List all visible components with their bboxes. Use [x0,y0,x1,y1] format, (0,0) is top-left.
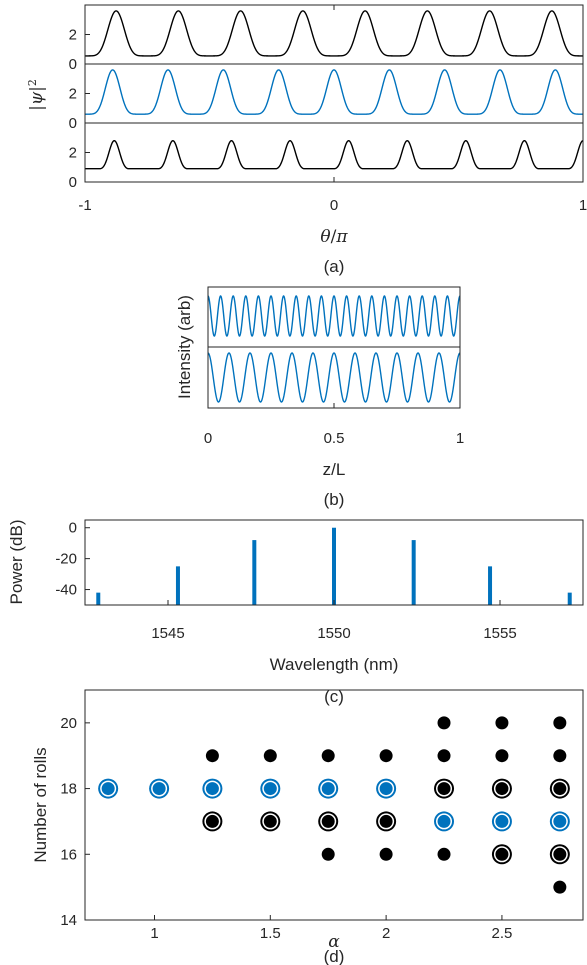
panel-c-xtick-label: 1545 [151,625,184,642]
panel-d-point-ring-core [553,847,567,861]
panel-b-curve-1 [207,295,461,337]
panel-c-bar [567,592,572,605]
panel-d-point-ring-core [205,782,219,796]
panel-d-point-ring-core [379,814,393,828]
panel-b-xtick-label: 0.5 [324,430,345,447]
panel-a-xtick-label: 0 [330,197,338,214]
panel-b-label: (b) [324,490,345,509]
panel-d-point-ring-core [437,782,451,796]
panel-d-point-ring-core [553,782,567,796]
panel-d-xlabel: α [328,932,340,952]
panel-c-bar [175,566,180,605]
panel-a-ylabel: |ψ|2 [26,79,48,111]
panel-d-xtick-label: 1.5 [260,925,281,942]
panel-d-point-ring-core [205,814,219,828]
panel-a-ytick-label: 0 [69,56,77,73]
panel-a-xlabel: θ/π [320,227,348,247]
panel-b-xtick-label: 1 [456,430,464,447]
panel-d-point-filled [321,749,335,763]
panel-d-point-ring-core [321,782,335,796]
panel-a-curves [85,10,584,170]
panel-d-point-filled [205,749,219,763]
panel-d-point-ring-core [263,814,277,828]
panel-a-label: (a) [324,257,345,276]
panel-d-ticks: 14 16 18 20 1 1.5 2 2.5 [60,715,512,942]
panel-d-point-filled [263,749,277,763]
panel-d-point-filled [437,749,451,763]
panel-d-rolls: 14 16 18 20 1 1.5 2 2.5 α Number of rolls (d) [31,689,584,965]
panel-d-ylabel: Number of rolls [31,747,50,862]
panel-c-bar [96,592,101,605]
panel-d-point-filled [553,716,567,730]
panel-d-xtick-label: 1 [150,925,158,942]
panel-d-point-filled [553,749,567,763]
panel-b-xtick-label: 0 [204,430,212,447]
panel-c-xlabel: Wavelength (nm) [270,655,399,674]
panel-b-intensity: 0 0.5 1 z/L Intensity (arb) (b) [175,286,464,509]
panel-c-xtick-label: 1550 [317,625,350,642]
panel-d-point-ring-core [553,814,567,828]
panel-d-label: (d) [324,947,345,965]
panel-b-ticks: 0 0.5 1 [204,403,464,447]
panel-d-point-filled [321,847,335,861]
panel-c-spectrum: 0 -20 -40 1545 1550 1555 Wavelength (nm) Powe… [7,519,584,706]
panel-d-point-filled [553,880,567,894]
panel-a-curve-3 [85,139,584,170]
panel-a-ytick-label: 2 [69,27,77,44]
panel-a-xtick-label: -1 [78,197,91,214]
panel-d-point-ring-core [495,814,509,828]
panel-a-ytick-label: 0 [69,115,77,132]
panel-d-point-filled [437,847,451,861]
panel-a-ytick-label: 2 [69,145,77,162]
panel-d-point-ring-core [495,782,509,796]
panel-a-ytick-label: 0 [69,174,77,191]
panel-a-curve-1 [85,10,583,57]
panel-d-point-filled [437,716,451,730]
panel-a-curve-2 [85,69,583,115]
panel-d-points [98,716,570,894]
panel-d-ytick-label: 16 [60,846,77,863]
panel-d-point-ring-core [321,814,335,828]
panel-c-ytick-label: -40 [55,582,77,599]
panel-d-ytick-label: 18 [60,781,77,798]
panel-d-frame [84,689,584,921]
panel-b-curve-2 [207,352,461,403]
panel-c-bars [96,527,572,605]
panel-d-point-filled [379,847,393,861]
panel-b-xlabel: z/L [323,460,346,479]
panel-a-ytick-label: 2 [69,86,77,103]
panel-c-ylabel: Power (dB) [7,519,26,604]
panel-c-label: (c) [324,687,344,706]
panel-c-bar [411,540,416,605]
panel-d-xtick-label: 2 [382,925,390,942]
panel-d-point-ring-core [437,814,451,828]
panel-d-point-ring-core [152,782,166,796]
panel-d-ytick-label: 14 [60,912,77,929]
panel-c-xtick-label: 1555 [483,625,516,642]
panel-d-point-ring-core [263,782,277,796]
panel-d-point-filled [379,749,393,763]
panel-d-xtick-label: 2.5 [492,925,513,942]
panel-d-point-ring-core [101,782,115,796]
panel-d-point-ring-core [495,847,509,861]
panel-c-bar [332,527,336,605]
panel-a-xtick-label: 1 [579,197,587,214]
panel-d-point-filled [495,749,509,763]
panel-c-ytick-label: -20 [55,551,77,568]
panel-d-point-filled [495,716,509,730]
panel-c-ytick-label: 0 [69,520,77,537]
panel-d-point-ring-core [379,782,393,796]
panel-c-bar [252,540,257,605]
panel-c-ticks: 0 -20 -40 1545 1550 1555 [55,520,516,642]
panel-b-ylabel: Intensity (arb) [175,295,194,399]
panel-b-curves [207,295,461,403]
panel-c-bar [488,566,493,605]
panel-d-ytick-label: 20 [60,715,77,732]
